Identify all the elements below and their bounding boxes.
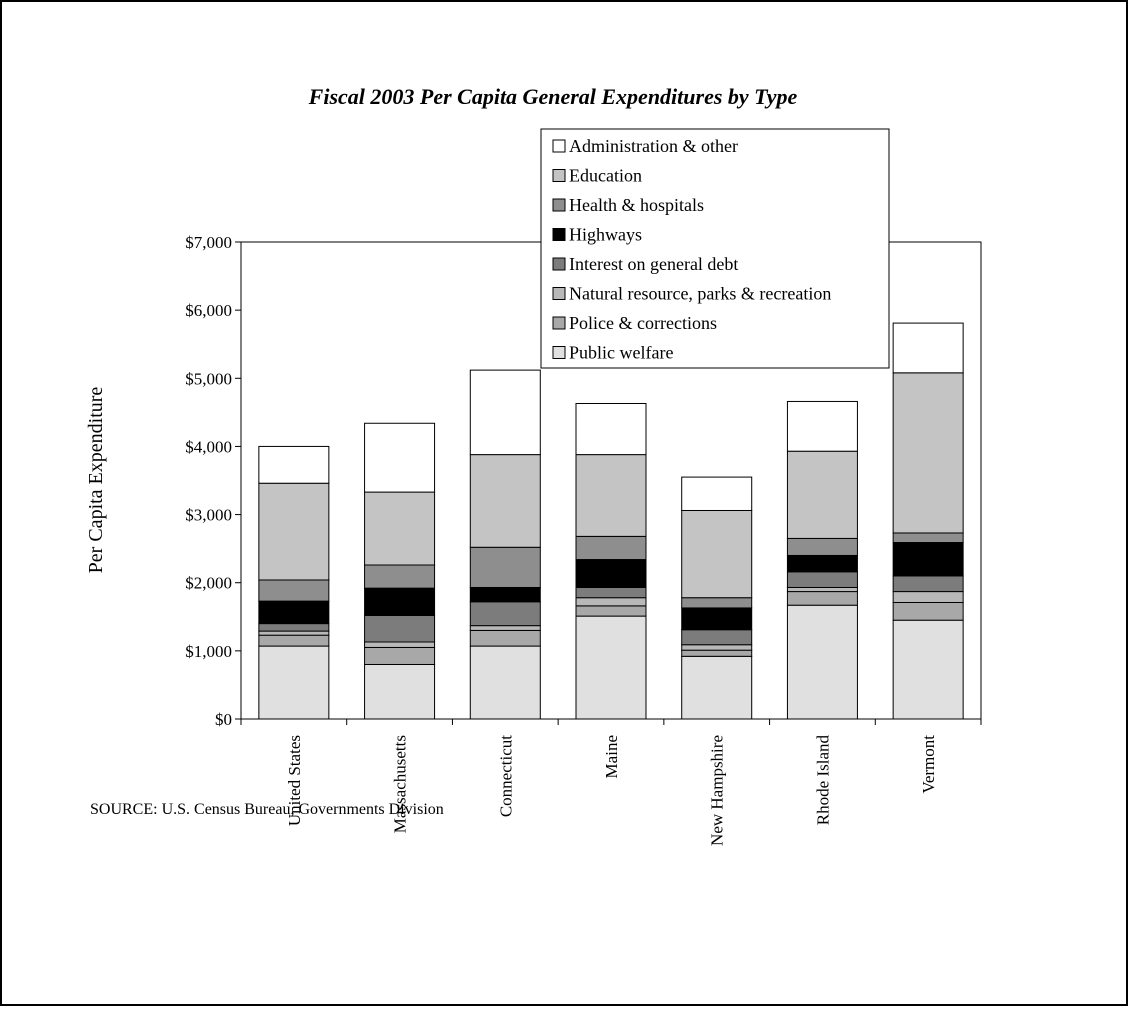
bar-segment: [258, 482, 330, 581]
x-tick-label: Vermont: [919, 735, 938, 794]
bar-segment: [469, 601, 541, 627]
x-tick-label: United States: [285, 735, 304, 826]
x-tick-label: Maine: [602, 735, 621, 778]
y-tick-label: $2,000: [185, 574, 232, 593]
y-tick-label: $1,000: [185, 642, 232, 661]
bar-segment: [786, 400, 858, 452]
chart-title: Fiscal 2003 Per Capita General Expenditu…: [308, 84, 798, 109]
bar-segment: [575, 559, 647, 588]
y-axis-label: Per Capita Expenditure: [85, 387, 107, 574]
bar-segment: [575, 454, 647, 537]
bar-segment: [575, 586, 647, 599]
bar-segment: [892, 591, 964, 603]
legend-label: Health & hospitals: [569, 195, 704, 215]
legend-swatch: [552, 346, 566, 359]
y-tick-label: $4,000: [185, 437, 232, 456]
bar-segment: [258, 630, 330, 636]
bar-segment: [364, 646, 436, 665]
bar-segment: [892, 601, 964, 621]
bar-segment: [786, 591, 858, 606]
bar-segment: [786, 586, 858, 593]
legend-label: Education: [569, 166, 642, 186]
bar-segment: [364, 614, 436, 643]
y-tick-label: $5,000: [185, 369, 232, 388]
legend-swatch: [552, 198, 566, 212]
bar-segment: [469, 645, 541, 720]
bar-segment: [469, 625, 541, 631]
legend-swatch: [552, 228, 566, 241]
bar-segment: [786, 571, 858, 588]
bar-segment: [469, 454, 541, 548]
bar-segment: [258, 600, 330, 625]
bar-segment: [786, 450, 858, 539]
legend-swatch: [552, 287, 566, 300]
y-tick-label: $7,000: [185, 233, 232, 252]
bar-segment: [469, 546, 541, 588]
legend-label: Highways: [569, 225, 642, 245]
bar-segment: [892, 322, 964, 374]
bar-segment: [364, 641, 436, 648]
bar-segment: [892, 532, 964, 544]
bar-segment: [681, 649, 753, 657]
bar-segment: [364, 663, 436, 720]
x-tick-label: Massachusetts: [391, 735, 410, 833]
legend-swatch: [552, 169, 566, 182]
legend-label: Natural resource, parks & recreation: [569, 284, 831, 304]
bar-segment: [681, 644, 753, 651]
bar-segment: [681, 629, 753, 646]
bar-segment: [681, 476, 753, 511]
y-tick-label: $6,000: [185, 301, 232, 320]
y-tick-label: $3,000: [185, 506, 232, 525]
legend-label: Administration & other: [569, 136, 738, 156]
legend-swatch: [552, 316, 566, 330]
bar-segment: [681, 607, 753, 631]
bar-segment: [258, 579, 330, 602]
bar-segment: [892, 372, 964, 534]
bar-segment: [892, 619, 964, 720]
bar-segment: [575, 597, 647, 607]
x-tick-label: Connecticut: [496, 735, 515, 817]
legend: Administration & other Education Health & …: [540, 128, 890, 369]
x-tick-label: New Hampshire: [708, 735, 727, 846]
bar-segment: [575, 615, 647, 720]
bar-segment: [258, 634, 330, 647]
y-tick-label: $0: [215, 710, 232, 729]
legend-swatch: [552, 139, 566, 153]
bar-segment: [469, 369, 541, 456]
bar-segment: [786, 537, 858, 556]
bar-segment: [575, 535, 647, 561]
bar-segment: [364, 587, 436, 616]
bar-segment: [681, 597, 753, 609]
bar-segment: [258, 445, 330, 484]
bar-segment: [364, 491, 436, 566]
bar-segment: [469, 629, 541, 647]
bar-segment: [786, 604, 858, 720]
bar-segment: [258, 645, 330, 720]
source-note: SOURCE: U.S. Census Bureau, Governments …: [90, 801, 444, 818]
bar-segment: [364, 422, 436, 493]
legend-label: Interest on general debt: [569, 254, 738, 274]
bar-segment: [575, 605, 647, 617]
bar-segment: [258, 623, 330, 632]
bar-segment: [469, 586, 541, 603]
x-tick-label: Rhode Island: [813, 735, 832, 826]
bar-segment: [892, 542, 964, 577]
legend-box: [540, 128, 890, 369]
bar-segment: [364, 564, 436, 589]
bar-segment: [786, 554, 858, 573]
legend-label: Police & corrections: [569, 313, 717, 333]
legend-swatch: [552, 257, 566, 271]
legend-label: Public welfare: [569, 343, 673, 363]
bar-segment: [681, 655, 753, 720]
bar-segment: [681, 509, 753, 599]
bar-segment: [575, 402, 647, 456]
bar-segment: [892, 575, 964, 593]
